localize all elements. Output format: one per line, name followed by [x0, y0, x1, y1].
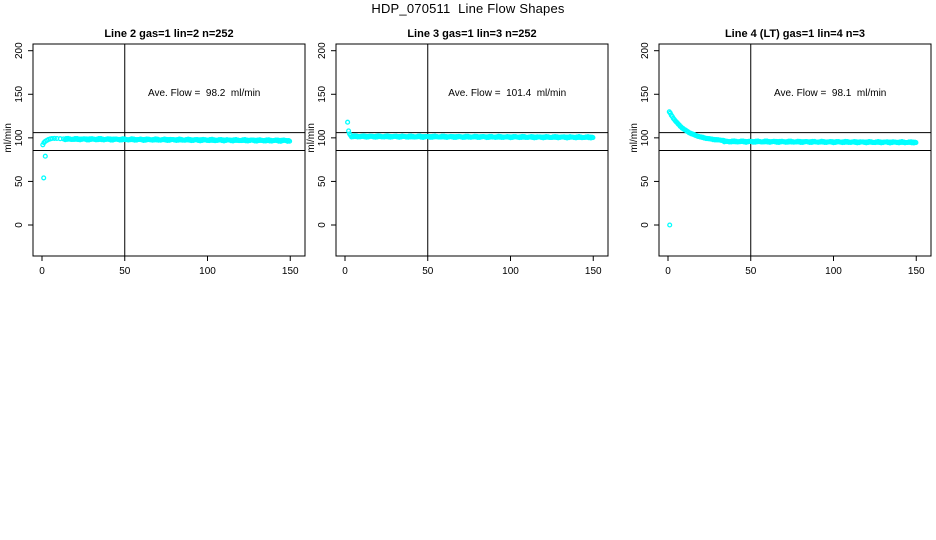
y-tick-label: 100: [14, 129, 25, 146]
plot-box: [658, 43, 932, 257]
data-points: [40, 135, 293, 181]
y-tick-label: 50: [14, 175, 25, 187]
panel-title: Line 2 gas=1 lin=2 n=252: [104, 28, 233, 40]
ave-flow-annotation: Ave. Flow = 98.2 ml/min: [148, 88, 260, 99]
data-points: [345, 119, 596, 141]
y-tick-label: 150: [317, 85, 328, 102]
panel-title: Line 4 (LT) gas=1 lin=4 n=3: [725, 28, 865, 40]
plot-box: [335, 43, 609, 257]
x-tick-label: 150: [282, 266, 299, 277]
panel-plot-2: Line 3 gas=1 lin=3 n=252 0 50 100 150 0 50 100 1…: [306, 28, 609, 277]
y-tick-label: 0: [640, 222, 651, 228]
x-tick-label: 100: [825, 266, 842, 277]
data-points: [666, 109, 919, 228]
x-tick-label: 150: [908, 266, 925, 277]
y-tick-label: 200: [317, 42, 328, 59]
plot-box: [32, 43, 306, 257]
y-tick-label: 50: [640, 175, 651, 187]
ave-flow-annotation: Ave. Flow = 98.1 ml/min: [774, 88, 886, 99]
chart-title: HDP_070511 Line Flow Shapes: [371, 1, 565, 16]
y-tick-label: 200: [14, 42, 25, 59]
panel-2: Line 3 gas=1 lin=3 n=252 0 50 100 150 0 50 100 1…: [303, 24, 615, 286]
x-tick-label: 0: [665, 266, 671, 277]
y-tick-label: 100: [317, 129, 328, 146]
y-tick-label: 50: [317, 175, 328, 187]
ave-flow-annotation: Ave. Flow = 101.4 ml/min: [448, 88, 566, 99]
panel-title: Line 3 gas=1 lin=3 n=252: [407, 28, 536, 40]
y-tick-label: 200: [640, 42, 651, 59]
panel-plot-1: Line 2 gas=1 lin=2 n=252 0 50 100 150 0 50 100 1…: [3, 28, 306, 277]
x-tick-label: 150: [585, 266, 602, 277]
y-tick-label: 0: [317, 222, 328, 228]
x-tick-label: 0: [39, 266, 45, 277]
panel-1: Line 2 gas=1 lin=2 n=252 0 50 100 150 0 50 100 1…: [0, 24, 312, 286]
y-tick-label: 150: [14, 85, 25, 102]
panel-3: Line 4 (LT) gas=1 lin=4 n=3 0 50 100 150 0 50 1…: [626, 24, 936, 286]
x-tick-label: 0: [342, 266, 348, 277]
y-axis-label: ml/min: [3, 123, 14, 152]
x-tick-label: 50: [119, 266, 131, 277]
x-tick-label: 50: [422, 266, 434, 277]
x-tick-label: 100: [502, 266, 519, 277]
panel-plot-3: Line 4 (LT) gas=1 lin=4 n=3 0 50 100 150 0 50 1…: [629, 28, 932, 277]
y-tick-label: 150: [640, 85, 651, 102]
y-axis-label: ml/min: [629, 123, 640, 152]
y-tick-label: 0: [14, 222, 25, 228]
x-tick-label: 50: [745, 266, 757, 277]
y-axis-label: ml/min: [306, 123, 317, 152]
x-tick-label: 100: [199, 266, 216, 277]
y-tick-label: 100: [640, 129, 651, 146]
